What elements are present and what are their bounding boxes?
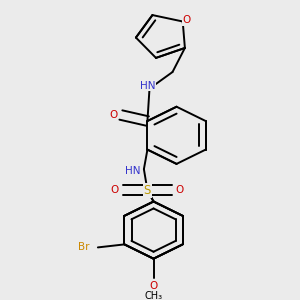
Text: O: O <box>111 185 119 195</box>
Text: O: O <box>109 110 117 120</box>
Text: Br: Br <box>77 242 89 252</box>
Text: CH₃: CH₃ <box>145 291 163 300</box>
Text: S: S <box>144 184 151 197</box>
Text: HN: HN <box>125 166 140 176</box>
Text: O: O <box>149 281 158 291</box>
Text: O: O <box>176 185 184 195</box>
Text: O: O <box>183 15 191 25</box>
Text: HN: HN <box>140 81 155 91</box>
